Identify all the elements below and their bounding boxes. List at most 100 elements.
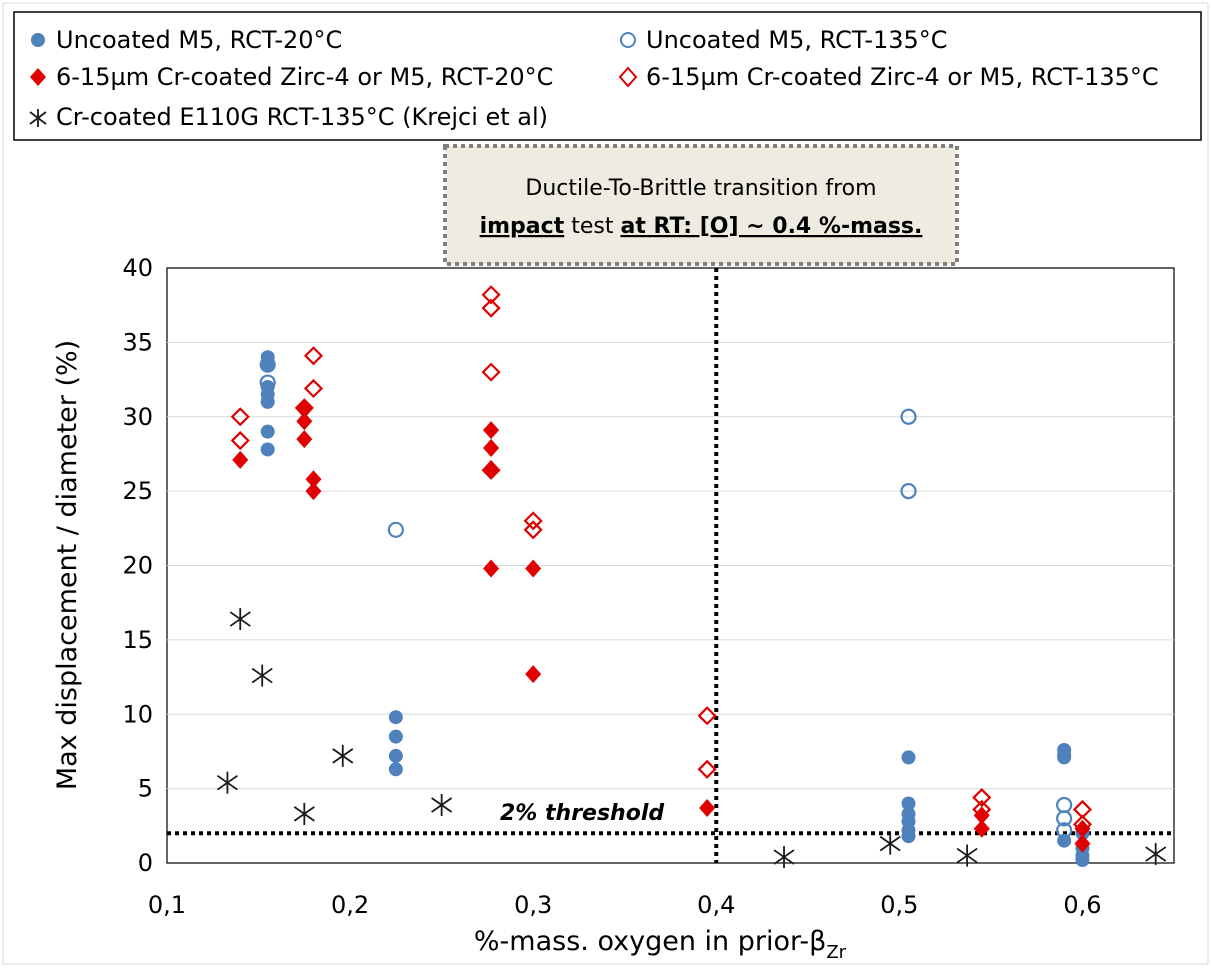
point-coated-rct135 xyxy=(294,398,314,418)
x-tick-label: 0,1 xyxy=(148,891,186,919)
point-uncoated-rct20 xyxy=(1057,750,1072,765)
point-coated-rct135 xyxy=(481,285,501,305)
point-coated-rct20 xyxy=(973,819,990,838)
legend-marker-diamond-filled xyxy=(30,68,46,86)
annotation-line-2: impact test at RT: [O] ~ 0.4 %-mass. xyxy=(480,214,923,239)
legend: Uncoated M5, RCT-20°C Uncoated M5, RCT-1… xyxy=(13,11,1202,141)
legend-label: Cr-coated E110G RCT-135°C (Krejci et al) xyxy=(56,103,548,131)
point-coated-rct20 xyxy=(1074,819,1091,838)
point-uncoated-rct20 xyxy=(260,442,275,457)
point-e110g-rct135 xyxy=(293,802,315,825)
annotation-line-1: Ductile-To-Brittle transition from xyxy=(525,176,876,201)
point-coated-rct20 xyxy=(525,665,542,684)
x-tick-label: 0,2 xyxy=(331,891,369,919)
y-tick-label: 35 xyxy=(122,328,153,356)
point-coated-rct135 xyxy=(481,362,501,382)
annotation-test: test xyxy=(564,214,620,239)
point-coated-rct135 xyxy=(303,378,324,399)
point-e110g-rct135 xyxy=(251,664,273,687)
point-uncoated-rct20 xyxy=(901,750,916,765)
point-uncoated-rct20 xyxy=(388,710,403,725)
y-tick-label: 40 xyxy=(122,254,153,282)
point-coated-rct20 xyxy=(305,470,322,489)
point-e110g-rct135 xyxy=(1145,843,1167,866)
point-uncoated-rct135 xyxy=(259,356,276,373)
gridlines xyxy=(167,341,1174,790)
point-coated-rct20 xyxy=(483,559,500,578)
legend-label: Uncoated M5, RCT-135°C xyxy=(646,26,948,54)
point-coated-rct20 xyxy=(973,806,990,825)
annotation-box-frame xyxy=(443,144,959,266)
point-uncoated-rct135 xyxy=(1056,810,1073,827)
legend-box xyxy=(13,11,1202,141)
point-uncoated-rct135 xyxy=(1056,822,1073,839)
point-uncoated-rct135 xyxy=(387,521,404,538)
point-uncoated-rct20 xyxy=(1075,853,1090,868)
point-e110g-rct135 xyxy=(229,608,251,631)
x-axis-title-main: %-mass. oxygen in prior-β xyxy=(474,926,826,957)
point-coated-rct135 xyxy=(481,298,501,318)
point-uncoated-rct20 xyxy=(901,796,916,811)
point-e110g-rct135 xyxy=(431,793,453,816)
x-tick-label: 0,3 xyxy=(514,891,552,919)
point-e110g-rct135 xyxy=(879,832,901,855)
legend-item-coated-135: 6-15µm Cr-coated Zirc-4 or M5, RCT-135°C xyxy=(618,63,1159,91)
point-coated-rct135 xyxy=(303,346,324,366)
point-e110g-rct135 xyxy=(956,844,978,867)
point-uncoated-rct20 xyxy=(388,748,403,763)
point-uncoated-rct135 xyxy=(259,374,276,391)
x-tick-label: 0,6 xyxy=(1063,891,1101,919)
x-axis-title-subscript: Zr xyxy=(826,942,846,963)
y-tick-label: 25 xyxy=(122,477,153,505)
x-tick-label: 0,4 xyxy=(697,891,735,919)
legend-item-e110g: Cr-coated E110G RCT-135°C (Krejci et al) xyxy=(29,103,548,131)
point-uncoated-rct20 xyxy=(388,729,403,744)
point-coated-rct135 xyxy=(230,430,250,451)
point-coated-rct20 xyxy=(483,438,500,457)
data-points xyxy=(216,285,1167,869)
legend-label: Uncoated M5, RCT-20°C xyxy=(56,26,342,54)
annotation-box: Ductile-To-Brittle transition from impac… xyxy=(443,144,959,266)
annotation-impact: impact xyxy=(480,214,565,239)
point-coated-rct20 xyxy=(296,430,313,449)
point-uncoated-rct20 xyxy=(260,357,275,372)
point-uncoated-rct135 xyxy=(900,483,917,500)
point-e110g-rct135 xyxy=(332,744,354,767)
y-tick-label: 30 xyxy=(122,403,153,431)
x-tick-label: 0,5 xyxy=(880,891,918,919)
y-tick-label: 10 xyxy=(122,700,153,728)
legend-label: 6-15µm Cr-coated Zirc-4 or M5, RCT-135°C xyxy=(646,63,1159,91)
point-e110g-rct135 xyxy=(216,771,238,794)
legend-label: 6-15µm Cr-coated Zirc-4 or M5, RCT-20°C xyxy=(56,63,553,91)
threshold-label: 2% threshold xyxy=(500,801,664,826)
legend-item-coated-20: 6-15µm Cr-coated Zirc-4 or M5, RCT-20°C xyxy=(30,63,553,91)
point-coated-rct20 xyxy=(305,482,322,501)
point-coated-rct135 xyxy=(523,520,543,540)
legend-item-uncoated-135: Uncoated M5, RCT-135°C xyxy=(620,26,948,54)
point-coated-rct20 xyxy=(699,798,716,817)
y-tick-labels: 0 5 10 15 20 25 30 35 40 xyxy=(122,254,153,877)
legend-item-uncoated-20: Uncoated M5, RCT-20°C xyxy=(31,26,342,54)
point-coated-rct20 xyxy=(1074,834,1091,853)
y-axis-title: Max displacement / diameter (%) xyxy=(52,340,83,790)
annotation-rt: at RT: [O] ~ 0.4 %-mass. xyxy=(620,214,922,239)
point-coated-rct135 xyxy=(972,787,992,808)
point-coated-rct20 xyxy=(296,412,313,431)
point-coated-rct135 xyxy=(697,759,717,779)
x-tick-labels: 0,1 0,2 0,3 0,4 0,5 0,6 xyxy=(148,891,1102,919)
y-tick-label: 0 xyxy=(138,849,153,877)
point-e110g-rct135 xyxy=(773,846,795,869)
point-uncoated-rct20 xyxy=(260,424,275,439)
point-coated-rct135 xyxy=(523,511,543,531)
point-coated-rct20 xyxy=(483,421,500,440)
legend-marker-asterisk xyxy=(29,109,47,127)
y-tick-label: 20 xyxy=(122,552,153,580)
point-coated-rct135 xyxy=(230,407,250,427)
point-uncoated-rct135 xyxy=(900,408,917,425)
point-uncoated-rct20 xyxy=(901,829,916,844)
point-uncoated-rct20 xyxy=(388,762,403,777)
point-uncoated-rct20 xyxy=(260,394,275,409)
point-coated-rct20 xyxy=(525,559,542,578)
y-tick-label: 5 xyxy=(138,775,153,803)
